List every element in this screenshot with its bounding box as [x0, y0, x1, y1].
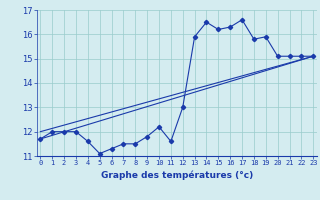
X-axis label: Graphe des températures (°c): Graphe des températures (°c)	[101, 170, 253, 180]
